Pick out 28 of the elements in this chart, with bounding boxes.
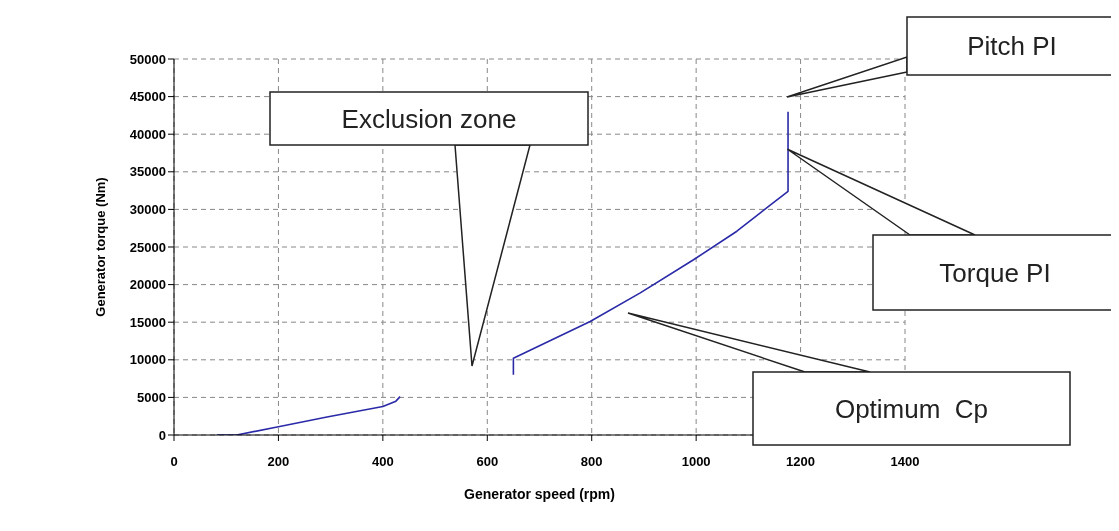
callout-box: Exclusion zone [269, 91, 589, 367]
x-tick-label: 600 [476, 454, 499, 470]
x-axis-title: Generator speed (rpm) [464, 485, 615, 502]
annotation: Torque PI [939, 257, 1051, 288]
callout-box: Optimum Cp [627, 312, 1071, 446]
x-tick-label: 200 [267, 454, 290, 470]
y-tick-label: 40000 [129, 126, 166, 142]
callout-box: Pitch PI [786, 16, 1111, 98]
annotation: Optimum Cp [834, 393, 989, 424]
y-tick-label: 20000 [129, 277, 166, 293]
y-tick-label: 30000 [129, 202, 166, 218]
annotation: Exclusion zone [341, 103, 517, 134]
y-tick-label: 10000 [129, 352, 166, 368]
y-tick-label: 15000 [129, 314, 166, 330]
y-tick-label: 5000 [137, 390, 166, 406]
y-axis-title: Generator torque (Nm) [92, 177, 108, 317]
x-tick-label: 0 [170, 454, 178, 470]
y-tick-label: 0 [158, 427, 166, 443]
x-tick-label: 1200 [786, 454, 816, 470]
y-tick-label: 45000 [129, 89, 166, 105]
x-tick-label: 400 [372, 454, 394, 470]
y-tick-label: 50000 [129, 51, 166, 67]
x-tick-label: 1400 [890, 454, 920, 470]
x-tick-label: 1000 [681, 454, 711, 470]
x-tick-label: 800 [580, 454, 603, 470]
y-tick-label: 35000 [129, 164, 166, 180]
y-tick-label: 25000 [129, 239, 166, 255]
callout-box: Torque PI [786, 148, 1111, 311]
